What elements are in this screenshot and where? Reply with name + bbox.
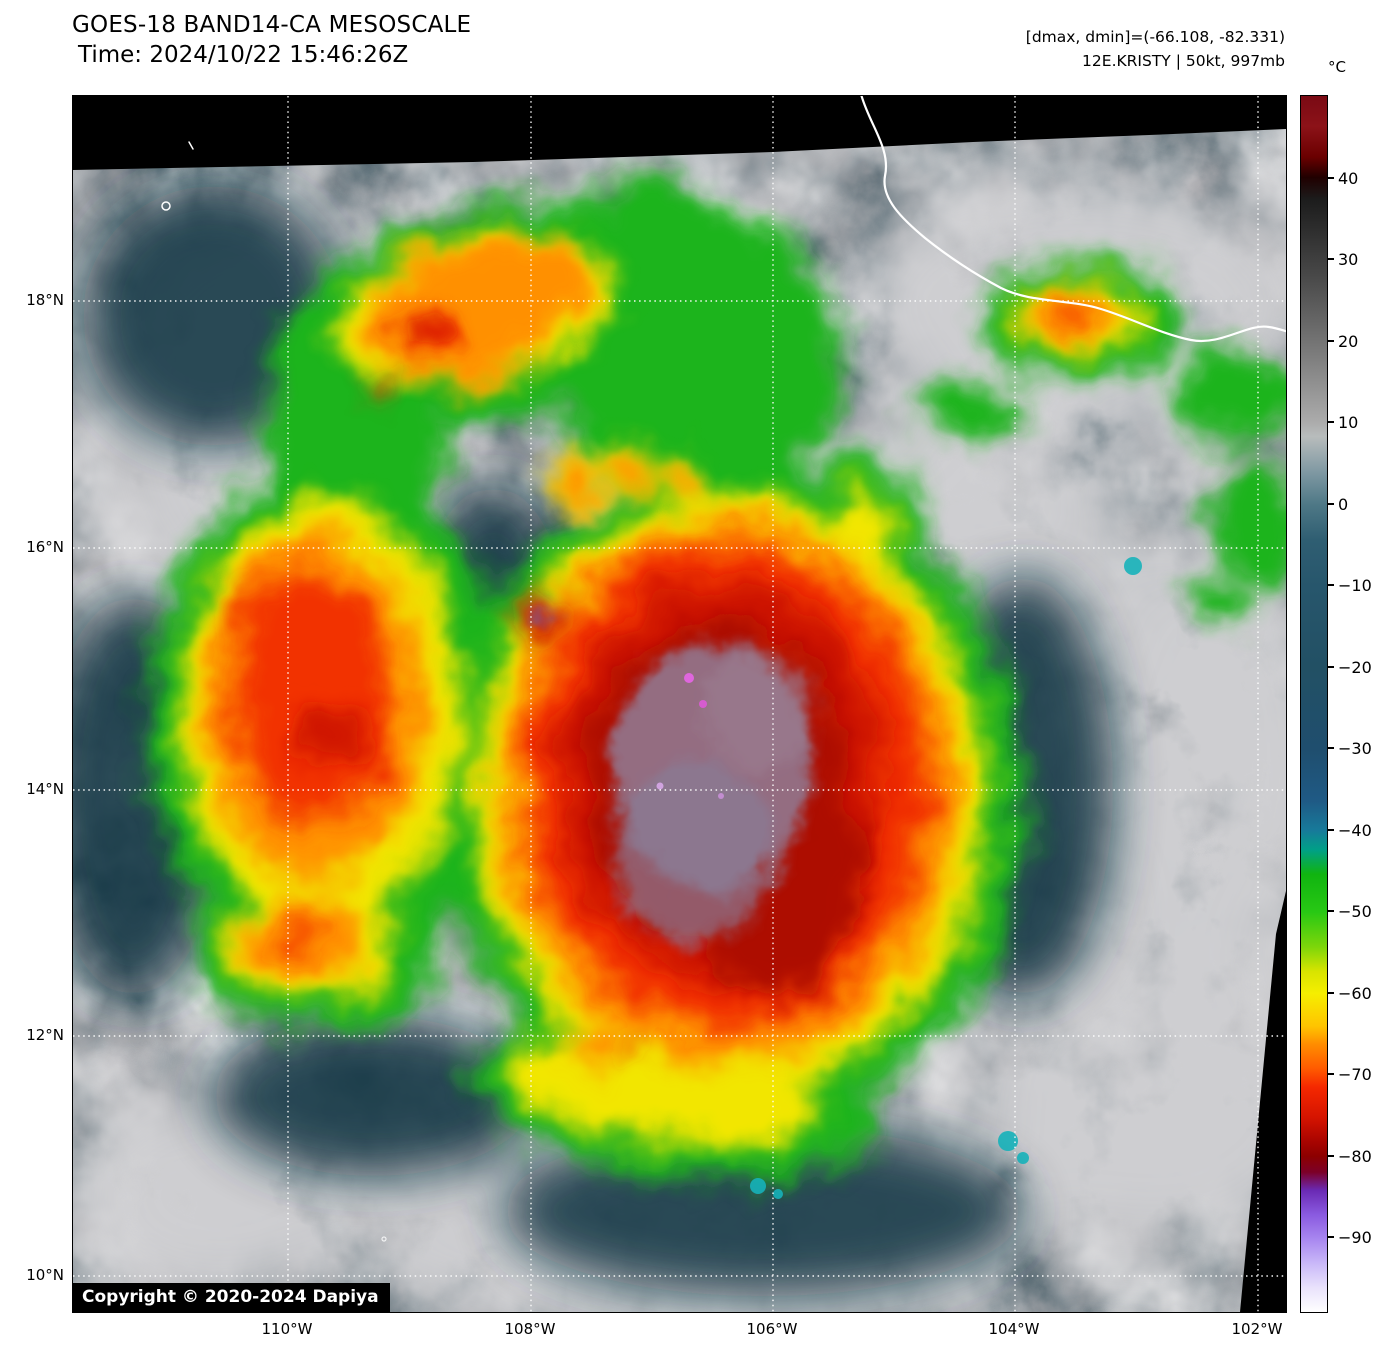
tick-mark — [1328, 177, 1334, 179]
colorbar-tick: 20 — [1328, 331, 1359, 351]
tick-mark — [1328, 340, 1334, 342]
colorbar-tick: −50 — [1328, 901, 1372, 921]
tick-mark — [1328, 1073, 1334, 1075]
tick-mark — [1328, 666, 1334, 668]
lat-label-14n: 14°N — [26, 780, 64, 798]
tick-value: 30 — [1338, 249, 1359, 269]
tick-value: 10 — [1338, 412, 1359, 432]
scan-edge-black — [73, 96, 1286, 1312]
tick-value: −80 — [1338, 1146, 1372, 1166]
tick-mark — [1328, 1155, 1334, 1157]
tick-mark — [1328, 503, 1334, 505]
colorbar-tick: −40 — [1328, 820, 1372, 840]
tick-value: −50 — [1338, 901, 1372, 921]
colorbar-tick: 30 — [1328, 249, 1359, 269]
cold-core-purple — [533, 604, 813, 941]
lon-label-106w: 106°W — [746, 1320, 798, 1338]
tick-value: 20 — [1338, 331, 1359, 351]
lat-label-10n: 10°N — [26, 1266, 64, 1284]
tick-value: −30 — [1338, 738, 1372, 758]
tick-value: 40 — [1338, 168, 1359, 188]
tick-mark — [1328, 1236, 1334, 1238]
lon-label-102w: 102°W — [1231, 1320, 1283, 1338]
storm-info: 12E.KRISTY | 50kt, 997mb — [1082, 52, 1285, 70]
lon-label-108w: 108°W — [504, 1320, 556, 1338]
colorbar-tick: −20 — [1328, 657, 1372, 677]
colorbar-tick: −90 — [1328, 1227, 1372, 1247]
colorbar-tick: −70 — [1328, 1064, 1372, 1084]
tick-mark — [1328, 421, 1334, 423]
colorbar-tick: −10 — [1328, 575, 1372, 595]
satellite-map: Copyright © 2020-2024 Dapiya — [43, 92, 1307, 1313]
coastline — [161, 92, 1291, 1242]
copyright-watermark: Copyright © 2020-2024 Dapiya — [73, 1283, 390, 1312]
temperature-colorbar — [1300, 95, 1328, 1313]
colorbar-unit: °C — [1328, 58, 1346, 76]
tick-value: 0 — [1338, 494, 1349, 514]
cyan-specks — [750, 557, 1142, 1199]
lat-label-18n: 18°N — [26, 291, 64, 309]
colorbar-tick: 40 — [1328, 168, 1359, 188]
tick-value: −90 — [1338, 1227, 1372, 1247]
page-title: GOES-18 BAND14-CA MESOSCALE — [72, 12, 472, 38]
tick-mark — [1328, 829, 1334, 831]
timestamp: Time: 2024/10/22 15:46:26Z — [78, 42, 409, 68]
gridlines — [73, 96, 1286, 1312]
lat-label-12n: 12°N — [26, 1026, 64, 1044]
coldest-pixel-speckles — [656, 673, 724, 799]
tick-mark — [1328, 747, 1334, 749]
tick-value: −40 — [1338, 820, 1372, 840]
colorbar-tick: 0 — [1328, 494, 1349, 514]
tick-value: −60 — [1338, 983, 1372, 1003]
tick-value: −70 — [1338, 1064, 1372, 1084]
lat-label-16n: 16°N — [26, 538, 64, 556]
tick-mark — [1328, 258, 1334, 260]
tick-mark — [1328, 584, 1334, 586]
colorbar-tick: −60 — [1328, 983, 1372, 1003]
tick-value: −20 — [1338, 657, 1372, 677]
lon-label-110w: 110°W — [261, 1320, 313, 1338]
tick-mark — [1328, 992, 1334, 994]
colorbar-tick: −80 — [1328, 1146, 1372, 1166]
dmax-dmin-readout: [dmax, dmin]=(-66.108, -82.331) — [1025, 28, 1285, 46]
tick-mark — [1328, 910, 1334, 912]
lon-label-104w: 104°W — [988, 1320, 1040, 1338]
satellite-image — [43, 92, 1307, 1312]
colorbar-tick: −30 — [1328, 738, 1372, 758]
colorbar-tick: 10 — [1328, 412, 1359, 432]
tick-value: −10 — [1338, 575, 1372, 595]
